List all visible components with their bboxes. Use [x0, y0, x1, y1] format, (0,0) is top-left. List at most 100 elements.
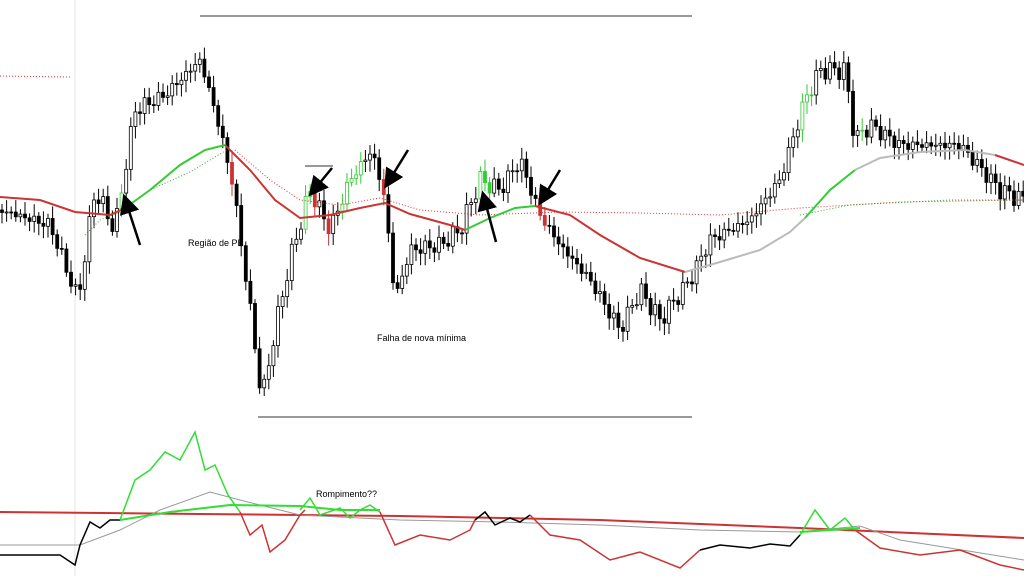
candle-body — [699, 255, 704, 262]
candle-body — [703, 254, 708, 257]
arrow — [538, 169, 562, 206]
candle-body — [800, 101, 805, 131]
annotation: Rompimento?? — [316, 489, 377, 499]
candle-body — [441, 236, 446, 244]
candle-body — [621, 326, 625, 332]
candle-body — [469, 202, 474, 205]
candle-body — [331, 214, 336, 235]
candle-body — [717, 236, 722, 241]
candle-body — [998, 182, 1003, 200]
candle-body — [547, 224, 552, 227]
candle-body — [446, 243, 451, 247]
candle-body — [933, 144, 938, 147]
candle-body — [161, 91, 165, 98]
candle-body — [529, 176, 533, 196]
candle-body — [989, 173, 993, 183]
candle-body — [437, 236, 441, 253]
candle-body — [588, 271, 593, 282]
candle-body — [59, 247, 64, 250]
candle-body — [768, 196, 773, 199]
candle-body — [782, 172, 786, 181]
candle-body — [92, 199, 96, 218]
arrow — [308, 167, 333, 197]
moving-average — [994, 154, 1024, 166]
candle-body — [860, 129, 865, 132]
candle-body — [207, 76, 211, 88]
arrow — [384, 149, 410, 189]
candle-body — [676, 300, 681, 305]
candle-body — [952, 142, 957, 145]
candle-body — [749, 215, 754, 223]
indicator — [239, 509, 306, 554]
candle-body — [381, 179, 386, 196]
candle-body — [18, 213, 23, 218]
candle-body — [133, 111, 138, 127]
candle-body — [317, 200, 322, 208]
candle-body — [41, 222, 46, 227]
indicator — [119, 429, 241, 521]
candle-body — [216, 105, 221, 127]
candle-body — [680, 282, 685, 305]
candle-body — [754, 213, 759, 217]
candle-body — [400, 275, 405, 289]
candle-body — [556, 236, 561, 245]
candle-body — [883, 129, 888, 141]
candle-body — [322, 200, 326, 220]
candle-body — [565, 246, 570, 257]
moving-average — [534, 205, 686, 273]
candle-body — [128, 126, 133, 170]
candle-body — [777, 179, 782, 184]
candle-body — [101, 196, 106, 205]
moving-average — [684, 217, 806, 273]
candle-body — [202, 58, 207, 78]
candle-body — [197, 58, 202, 65]
candle-body — [1016, 190, 1021, 206]
candle-body — [124, 168, 129, 194]
candle-body — [828, 62, 832, 80]
candle-body — [220, 125, 225, 139]
candle-body — [13, 211, 18, 218]
candle-body — [138, 111, 142, 114]
candle-body — [634, 304, 639, 307]
candle-body — [598, 291, 602, 295]
candle-body — [906, 143, 911, 150]
candle-body — [473, 198, 478, 203]
candle-body — [257, 348, 262, 389]
candle-body — [372, 153, 377, 159]
candle-body — [745, 221, 750, 226]
candle-body — [874, 119, 878, 127]
candle-body — [938, 142, 943, 146]
moving-average — [0, 196, 126, 217]
candle-body — [271, 345, 276, 367]
candle-body — [46, 218, 50, 227]
candle-body — [667, 299, 671, 324]
indicator — [699, 534, 801, 551]
indicator — [854, 529, 1024, 571]
candle-body — [193, 64, 198, 72]
candle-body — [892, 135, 897, 148]
candle-body — [869, 119, 874, 138]
candle-body — [69, 271, 73, 287]
candle-body — [970, 151, 975, 166]
candle-body — [464, 204, 469, 234]
candle-body — [496, 178, 501, 190]
dotted-average — [234, 149, 1024, 216]
candle-body — [23, 213, 27, 219]
candle-body — [423, 240, 428, 254]
candle-body — [685, 281, 690, 284]
candle-body — [814, 70, 819, 96]
candle-body — [630, 305, 635, 308]
moving-average — [464, 205, 536, 231]
candle-body — [478, 171, 483, 200]
candle-body — [910, 141, 915, 150]
candle-body — [174, 83, 179, 86]
candle-body — [262, 378, 267, 389]
candle-body — [524, 158, 529, 178]
candle-body — [73, 284, 78, 287]
candle-body — [285, 280, 290, 298]
candle-body — [915, 141, 920, 146]
candle-body — [299, 228, 303, 240]
candle-body — [929, 142, 934, 147]
candle-body — [82, 261, 87, 290]
